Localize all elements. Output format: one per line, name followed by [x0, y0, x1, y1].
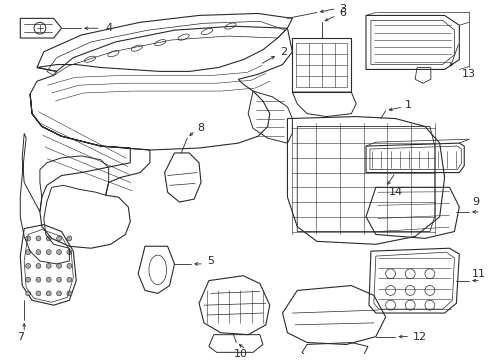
Circle shape: [67, 277, 72, 282]
Circle shape: [67, 264, 72, 268]
Text: 10: 10: [233, 349, 247, 359]
Text: 6: 6: [340, 9, 346, 18]
Circle shape: [25, 250, 30, 255]
Circle shape: [67, 236, 72, 241]
Circle shape: [57, 236, 62, 241]
Circle shape: [57, 291, 62, 296]
Text: 9: 9: [472, 197, 479, 207]
Circle shape: [57, 250, 62, 255]
Circle shape: [25, 264, 30, 268]
Circle shape: [36, 291, 41, 296]
Circle shape: [46, 291, 51, 296]
Circle shape: [25, 277, 30, 282]
Text: 12: 12: [413, 332, 427, 342]
Circle shape: [67, 250, 72, 255]
Text: 14: 14: [389, 187, 403, 197]
Text: 7: 7: [17, 332, 24, 342]
Text: 3: 3: [340, 4, 346, 14]
Circle shape: [46, 236, 51, 241]
Circle shape: [25, 291, 30, 296]
Circle shape: [46, 250, 51, 255]
Circle shape: [67, 291, 72, 296]
Text: 2: 2: [281, 47, 288, 57]
Circle shape: [46, 264, 51, 268]
Text: 11: 11: [472, 269, 486, 279]
Text: 8: 8: [197, 123, 204, 134]
Circle shape: [36, 250, 41, 255]
Circle shape: [36, 264, 41, 268]
Circle shape: [36, 236, 41, 241]
Text: 1: 1: [405, 100, 412, 110]
Text: 13: 13: [462, 69, 476, 79]
Circle shape: [46, 277, 51, 282]
Circle shape: [25, 236, 30, 241]
Circle shape: [57, 277, 62, 282]
Circle shape: [57, 264, 62, 268]
Text: 4: 4: [106, 23, 113, 33]
Circle shape: [36, 277, 41, 282]
Text: 5: 5: [207, 256, 214, 266]
